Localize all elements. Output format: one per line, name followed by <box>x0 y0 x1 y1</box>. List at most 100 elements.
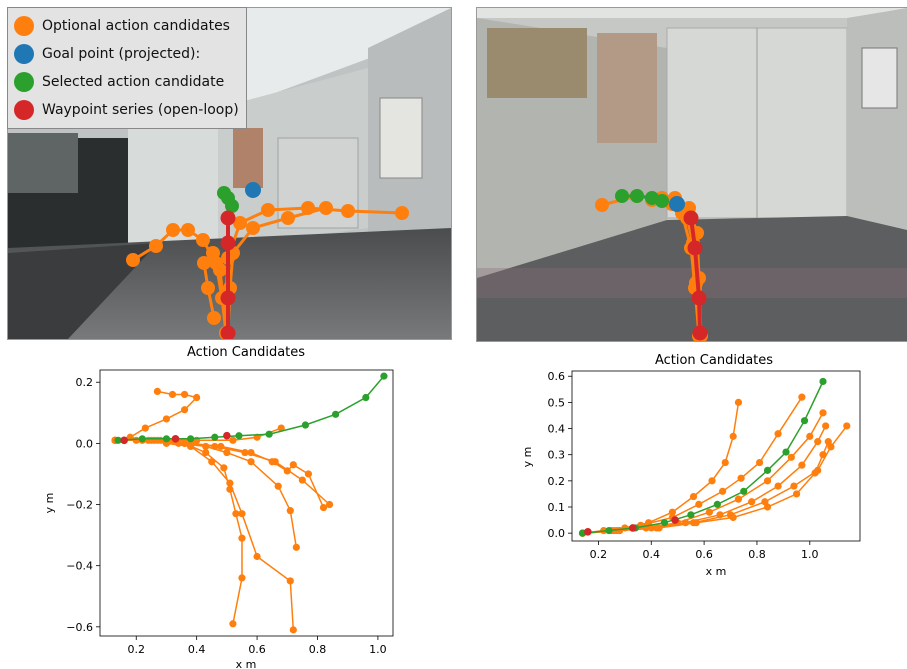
optional-candidate-point <box>748 498 756 506</box>
optional-candidate-point <box>286 577 294 585</box>
optional-candidate-point <box>229 436 237 444</box>
optional-candidate-marker <box>281 211 295 225</box>
optional-candidate-point <box>806 432 814 440</box>
optional-candidate-point <box>325 500 334 509</box>
optional-candidate-point <box>220 464 228 472</box>
legend-item-optional: Optional action candidates <box>14 12 240 40</box>
optional-candidate-marker <box>126 253 140 267</box>
optional-candidate-point <box>289 626 297 634</box>
y-tick-label: 0.0 <box>548 527 566 540</box>
optional-candidate-point <box>729 513 737 522</box>
selected-candidate-point <box>301 421 310 429</box>
optional-candidate-point <box>655 524 663 532</box>
optional-candidate-line <box>582 425 827 534</box>
optional-candidate-marker <box>206 246 220 260</box>
optional-candidate-point <box>824 438 832 446</box>
optional-candidate-point <box>819 451 827 459</box>
selected-candidate-point <box>740 487 748 495</box>
optional-candidate-point <box>615 526 624 535</box>
selected-candidate-point <box>800 417 809 425</box>
y-tick-label: −0.4 <box>66 560 93 573</box>
optional-candidate-point <box>162 415 171 423</box>
optional-candidate-point <box>819 409 827 417</box>
selected-candidate-marker <box>630 189 644 203</box>
selected-candidate-point <box>235 432 243 440</box>
optional-candidate-line <box>114 390 199 442</box>
plot-area <box>571 370 861 542</box>
legend-label: Selected action candidate <box>42 74 225 90</box>
optional-candidate-marker <box>213 263 227 277</box>
optional-candidate-point <box>755 458 764 467</box>
selected-candidate-point <box>713 500 721 508</box>
selected-candidate-point <box>660 519 669 527</box>
y-tick-label: 0.2 <box>76 376 94 389</box>
optional-candidate-point <box>798 393 806 401</box>
waypoint-marker <box>692 325 708 341</box>
optional-candidate-point <box>292 543 300 551</box>
optional-candidate-point <box>153 387 161 396</box>
optional-candidate-point <box>729 432 737 440</box>
legend: Optional action candidates Goal point (p… <box>7 7 247 129</box>
optional-candidate-point <box>763 503 772 511</box>
optional-candidate-point <box>822 422 830 430</box>
selected-candidate-point <box>605 526 613 535</box>
optional-candidate-point <box>253 552 261 561</box>
x-tick-label: 1.0 <box>801 548 819 561</box>
optional-candidate-point <box>763 477 772 485</box>
optional-candidate-point <box>208 458 216 466</box>
optional-candidate-marker <box>181 223 195 237</box>
optional-candidate-point <box>277 424 285 432</box>
y-axis-label: y m <box>43 493 56 514</box>
legend-item-waypoint: Waypoint series (open-loop) <box>14 96 240 124</box>
optional-candidate-point <box>247 448 255 457</box>
y-tick-label: 0.6 <box>548 370 566 383</box>
optional-candidate-point <box>319 503 328 512</box>
y-tick-label: 0.2 <box>548 475 566 488</box>
optional-candidate-line <box>582 396 803 534</box>
selected-candidate-marker <box>225 199 239 213</box>
y-tick-label: 0.4 <box>548 423 566 436</box>
x-tick-label: 0.8 <box>309 643 327 656</box>
y-axis-label: y m <box>521 447 534 468</box>
optional-candidate-point <box>193 393 201 402</box>
optional-candidate-point <box>238 510 246 518</box>
y-tick-label: 0.1 <box>548 501 566 514</box>
optional-candidate-point <box>223 448 231 457</box>
y-tick-label: −0.6 <box>66 621 93 634</box>
waypoint-point <box>584 528 592 536</box>
orange-dot-icon <box>14 16 34 36</box>
x-tick-label: 0.8 <box>748 548 766 561</box>
optional-candidate-point <box>180 390 189 399</box>
optional-candidate-point <box>180 406 189 414</box>
optional-candidate-marker <box>207 311 221 325</box>
y-tick-label: 0.3 <box>548 449 566 462</box>
optional-candidate-line <box>582 402 740 534</box>
optional-candidate-point <box>286 507 294 515</box>
optional-candidate-marker <box>166 223 180 237</box>
optional-candidate-point <box>721 458 729 467</box>
selected-candidate-point <box>763 466 772 474</box>
selected-candidate-line <box>118 375 385 442</box>
optional-candidate-point <box>692 519 700 527</box>
x-axis-label: x m <box>706 565 727 578</box>
selected-candidate-point <box>332 410 340 418</box>
optional-candidate-point <box>668 508 677 516</box>
optional-candidate-point <box>150 436 158 444</box>
chart-title: Action Candidates <box>655 353 773 368</box>
optional-candidate-point <box>274 482 282 490</box>
x-tick-label: 0.4 <box>643 548 661 561</box>
optional-candidate-marker <box>201 281 215 295</box>
x-tick-label: 0.6 <box>248 643 266 656</box>
optional-candidate-point <box>719 487 727 495</box>
selected-candidate-point <box>362 393 370 402</box>
waypoint-point <box>671 516 679 524</box>
optional-candidate-marker <box>196 233 210 247</box>
selected-candidate-point <box>819 377 827 386</box>
action-candidates-chart-right: Action Candidates 0.2 0.4 0.6 0.8 1.0 0.6 0.5 0… <box>476 345 907 585</box>
y-tick-label: −0.2 <box>66 499 93 512</box>
goal-point-marker <box>245 182 261 198</box>
legend-label: Optional action candidates <box>42 18 230 34</box>
optional-candidate-point <box>734 495 743 503</box>
y-tick-label: 0.0 <box>76 437 94 450</box>
optional-candidate-marker <box>197 256 211 270</box>
